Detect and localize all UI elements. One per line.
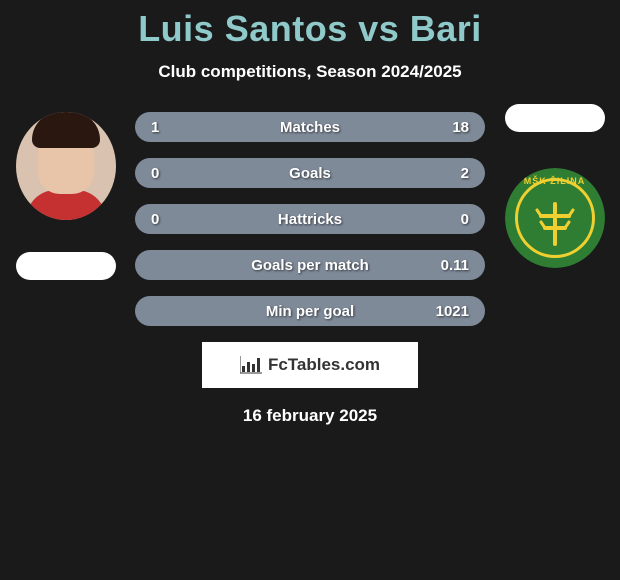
date-label: 16 february 2025	[0, 406, 620, 426]
stat-right-value: 1021	[436, 303, 469, 320]
stats-card: Luis Santos vs Bari Club competitions, S…	[0, 0, 620, 426]
avatar-hair	[32, 112, 100, 148]
stat-label: Min per goal	[266, 303, 354, 320]
stat-right-value: 0.11	[441, 257, 469, 274]
stat-right-value: 2	[461, 165, 469, 182]
team-badge: MŠK ŽILINA	[505, 168, 605, 268]
brand-box[interactable]: FcTables.com	[202, 342, 418, 388]
badge-text: MŠK ŽILINA	[505, 176, 605, 186]
stat-row-goals-per-match: Goals per match 0.11	[135, 250, 485, 280]
page-title: Luis Santos vs Bari	[0, 8, 620, 50]
brand-label: FcTables.com	[268, 355, 380, 375]
stat-left-value: 0	[151, 211, 159, 228]
stat-label: Goals	[289, 165, 331, 182]
stat-row-goals: 0 Goals 2	[135, 158, 485, 188]
stat-right-value: 0	[461, 211, 469, 228]
player-flag-pill	[16, 252, 116, 280]
stat-label: Hattricks	[278, 211, 342, 228]
player-avatar	[16, 112, 116, 220]
team-flag-pill	[505, 104, 605, 132]
stat-row-hattricks: 0 Hattricks 0	[135, 204, 485, 234]
badge-cross-icon	[535, 200, 575, 248]
subtitle: Club competitions, Season 2024/2025	[0, 62, 620, 82]
stats-column: 1 Matches 18 0 Goals 2 0 Hattricks 0 Goa…	[135, 112, 485, 326]
player-column	[8, 112, 123, 280]
stat-label: Goals per match	[251, 257, 369, 274]
stat-left-value: 0	[151, 165, 159, 182]
main-row: 1 Matches 18 0 Goals 2 0 Hattricks 0 Goa…	[0, 112, 620, 326]
stat-row-min-per-goal: Min per goal 1021	[135, 296, 485, 326]
stat-left-value: 1	[151, 119, 159, 136]
stat-label: Matches	[280, 119, 340, 136]
avatar-shirt	[26, 190, 106, 220]
stat-row-matches: 1 Matches 18	[135, 112, 485, 142]
stat-right-value: 18	[452, 119, 469, 136]
team-column: MŠK ŽILINA	[497, 112, 612, 268]
chart-bar-icon	[240, 356, 262, 374]
